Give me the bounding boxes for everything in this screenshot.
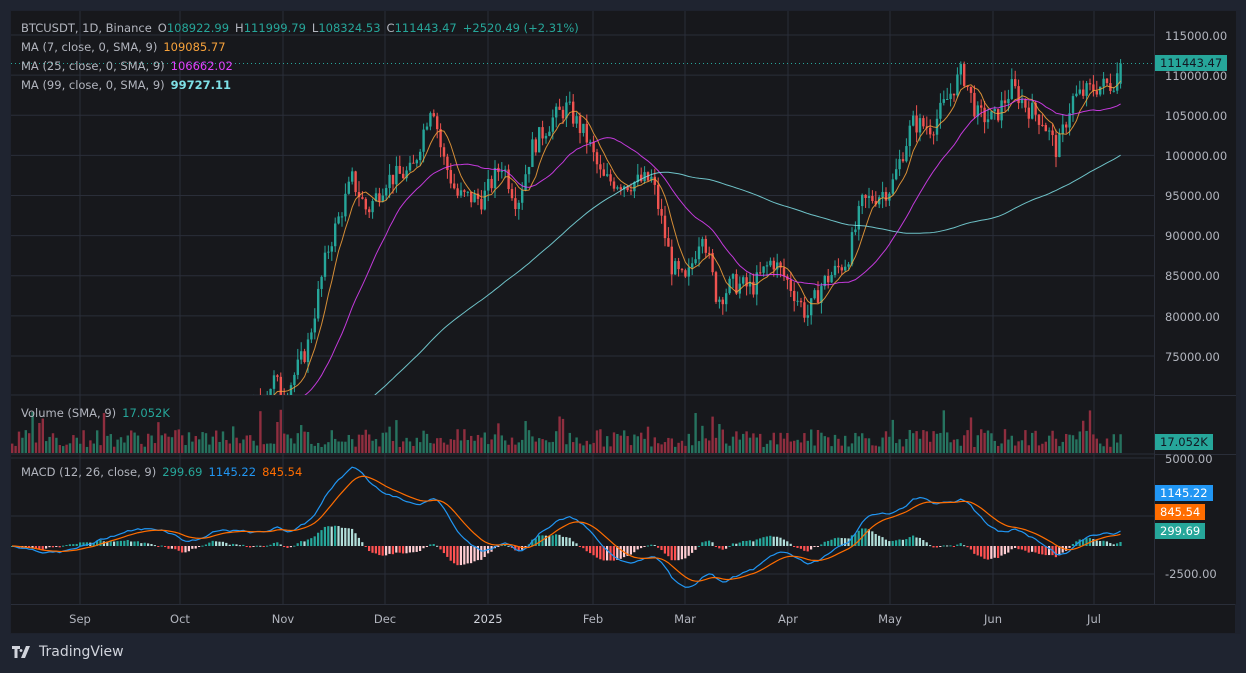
time-axis[interactable]: Sep Oct Nov Dec 2025 Feb Mar Apr May Jun… (11, 604, 1235, 633)
ma99-legend[interactable]: MA (99, close, 0, SMA, 9) 99727.11 (21, 78, 232, 92)
tradingview-icon (12, 646, 30, 658)
macd-tick: 5000.00 (1165, 452, 1213, 466)
pane-divider[interactable] (1155, 454, 1236, 455)
price-tick: 100000.00 (1165, 149, 1228, 163)
price-tick: 95000.00 (1165, 189, 1220, 203)
time-label: Jul (1087, 612, 1101, 626)
signal-line-tag: 845.54 (1155, 504, 1206, 520)
ma25-legend[interactable]: MA (25, close, 0, SMA, 9) 106662.02 (21, 59, 233, 73)
tradingview-logo[interactable]: TradingView (12, 644, 124, 660)
price-tick: 105000.00 (1165, 109, 1228, 123)
time-label: Oct (170, 612, 190, 626)
symbol-legend: BTCUSDT, 1D, Binance O108922.99 H111999.79… (21, 21, 579, 35)
macd-pane (11, 466, 1122, 588)
candles (253, 59, 1122, 395)
macd-line-tag: 1145.22 (1155, 485, 1213, 501)
time-label: Jun (984, 612, 1002, 626)
time-label: Nov (271, 612, 295, 626)
last-price-tag: 111443.47 (1155, 55, 1228, 71)
chart-canvas[interactable] (11, 11, 1154, 604)
time-label: Mar (674, 612, 696, 626)
time-label: Apr (778, 612, 798, 626)
low-value: 108324.53 (318, 21, 381, 35)
macd-line-value: 1145.22 (208, 465, 257, 479)
time-label: Dec (373, 612, 397, 626)
price-tick: 80000.00 (1165, 310, 1220, 324)
time-label: May (878, 612, 902, 626)
volume-legend[interactable]: Volume (SMA, 9) 17.052K (21, 406, 170, 420)
volume-tag: 17.052K (1155, 434, 1213, 450)
price-tick: 75000.00 (1165, 350, 1220, 364)
close-value: 111443.47 (394, 21, 457, 35)
macd-signal-value: 845.54 (262, 465, 303, 479)
macd-hist-value: 299.69 (162, 465, 203, 479)
pane-divider[interactable] (1155, 395, 1236, 396)
ma7-value: 109085.77 (163, 40, 226, 54)
macd-tick: -2500.00 (1165, 567, 1217, 581)
chart-plot-area[interactable]: BTCUSDT, 1D, Binance O108922.99 H111999.79… (11, 11, 1154, 604)
change-value: +2520.49 (+2.31%) (462, 21, 579, 35)
high-value: 111999.79 (243, 21, 306, 35)
price-tick: 90000.00 (1165, 229, 1220, 243)
price-tick: 85000.00 (1165, 269, 1220, 283)
time-label: 2025 (473, 612, 503, 626)
volume-value: 17.052K (122, 406, 170, 420)
macd-legend[interactable]: MACD (12, 26, close, 9) 299.69 1145.22 845.… (21, 465, 303, 479)
price-tick: 110000.00 (1165, 69, 1228, 83)
price-tick: 115000.00 (1165, 29, 1228, 43)
open-value: 108922.99 (166, 21, 230, 35)
time-label: Feb (582, 612, 604, 626)
histogram-tag: 299.69 (1155, 523, 1206, 539)
time-label: Sep (69, 612, 91, 626)
ma25-value: 106662.02 (170, 59, 233, 73)
ma99-value: 99727.11 (170, 78, 232, 92)
symbol-label: BTCUSDT, 1D, Binance (21, 21, 152, 35)
ma7-legend[interactable]: MA (7, close, 0, SMA, 9) 109085.77 (21, 40, 226, 54)
